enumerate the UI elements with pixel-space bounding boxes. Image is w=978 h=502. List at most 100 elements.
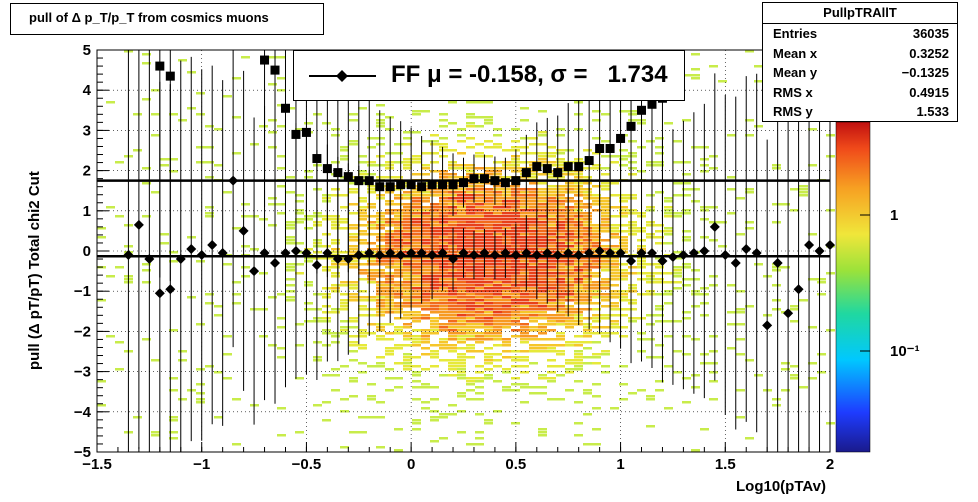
data-point-square: [270, 65, 280, 75]
data-point-diamond: [458, 248, 469, 259]
y-tick-label: 1: [83, 203, 91, 220]
data-point-diamond: [479, 248, 490, 259]
data-point-diamond: [626, 256, 637, 267]
data-point-diamond: [646, 248, 657, 259]
data-point-diamond: [196, 250, 207, 261]
data-point-square: [637, 105, 647, 115]
x-tick-label: 1.5: [715, 456, 736, 473]
data-point-square: [490, 176, 500, 186]
y-tick-label: 2: [83, 163, 91, 180]
data-point-diamond: [332, 254, 343, 265]
data-point-diamond: [720, 250, 731, 261]
data-point-square: [521, 168, 531, 178]
legend: FF μ = -0.158, σ = 1.734: [293, 50, 685, 101]
stats-key: Mean x: [773, 45, 818, 61]
data-point-diamond: [374, 250, 385, 261]
colorbar-tick-label: 10⁻¹: [890, 343, 920, 360]
data-point-square: [469, 174, 479, 184]
x-tick-label: 0.5: [505, 456, 526, 473]
y-tick-label: −3: [74, 364, 91, 381]
x-tick-label: −1: [193, 456, 210, 473]
data-point-square: [165, 71, 175, 81]
data-point-square: [616, 133, 626, 143]
plot-title-text: pull of Δ p_T/p_T from cosmics muons: [29, 10, 269, 25]
data-point-diamond: [699, 246, 710, 256]
y-tick-label: 5: [83, 42, 91, 59]
data-point-diamond: [207, 239, 218, 250]
data-point-diamond: [825, 239, 835, 250]
data-point-square: [427, 180, 437, 190]
data-point-diamond: [573, 250, 584, 261]
data-point-diamond: [186, 243, 197, 254]
data-point-diamond: [542, 248, 553, 259]
data-point-diamond: [762, 320, 773, 331]
data-point-diamond: [133, 219, 144, 230]
stats-key: Entries: [773, 26, 818, 41]
data-point-diamond: [249, 266, 260, 277]
legend-marker-icon: [309, 70, 376, 82]
data-point-square: [584, 156, 594, 166]
data-point-diamond: [290, 246, 301, 256]
y-tick-label: −4: [74, 404, 92, 421]
data-point-diamond: [605, 248, 616, 259]
y-tick-label: 3: [83, 122, 91, 139]
data-point-square: [574, 162, 584, 172]
data-point-diamond: [636, 248, 647, 259]
colorbar-tick-label: 1: [890, 207, 898, 224]
data-point-square: [406, 180, 416, 190]
data-point-diamond: [804, 239, 815, 250]
y-tick-label: 4: [83, 82, 92, 99]
data-point-diamond: [301, 248, 312, 259]
data-point-diamond: [144, 254, 155, 265]
data-point-diamond: [228, 175, 239, 186]
data-point-diamond: [416, 248, 427, 259]
data-point-diamond: [468, 250, 479, 261]
data-point-diamond: [751, 248, 762, 259]
data-point-diamond: [521, 248, 532, 259]
y-axis-label: pull (Δ pT/pT) Total chi2 Cut: [26, 171, 43, 370]
data-point-square: [448, 180, 458, 190]
data-point-diamond: [406, 248, 417, 259]
data-point-diamond: [500, 248, 511, 259]
stats-row-entries: Entries 36035: [763, 24, 957, 44]
stats-key: Mean y: [773, 65, 818, 80]
stats-key: RMS x: [773, 84, 813, 100]
data-point-diamond: [678, 250, 689, 261]
data-point-square: [563, 162, 573, 172]
data-point-square: [500, 178, 510, 188]
x-tick-label: 0: [407, 456, 415, 473]
data-point-diamond: [154, 288, 165, 299]
stats-box: PullpTRAllT Entries 36035 Mean x 0.3252 Me…: [762, 2, 958, 122]
stats-value: 36035: [912, 26, 949, 41]
data-point-diamond: [814, 246, 825, 256]
data-point-diamond: [395, 250, 406, 261]
y-tick-label: −1: [74, 283, 91, 300]
data-point-diamond: [730, 258, 741, 269]
data-point-square: [459, 178, 468, 188]
data-point-diamond: [427, 250, 438, 261]
stats-row-mean-x: Mean x 0.3252: [763, 44, 957, 64]
data-point-diamond: [238, 225, 249, 236]
data-point-diamond: [123, 250, 134, 261]
y-tick-label: −2: [74, 323, 91, 340]
data-point-square: [595, 143, 605, 153]
data-point-square: [417, 182, 427, 192]
data-point-diamond: [772, 258, 783, 269]
data-point-diamond: [448, 254, 459, 265]
data-point-diamond: [322, 248, 333, 259]
data-point-diamond: [385, 248, 396, 259]
data-point-diamond: [259, 248, 270, 259]
data-point-diamond: [311, 260, 322, 271]
data-point-diamond: [489, 250, 500, 261]
data-point-diamond: [270, 258, 281, 269]
data-point-square: [396, 180, 406, 190]
stats-key: RMS y: [773, 104, 813, 119]
data-point-diamond: [510, 250, 521, 261]
stats-row-rms-y: RMS y 1.533: [763, 102, 957, 122]
data-point-square: [438, 180, 448, 190]
data-point-diamond: [175, 254, 186, 265]
data-point-diamond: [594, 246, 605, 256]
stats-value: 0.3252: [909, 45, 949, 61]
x-tick-label: −0.5: [292, 456, 322, 473]
